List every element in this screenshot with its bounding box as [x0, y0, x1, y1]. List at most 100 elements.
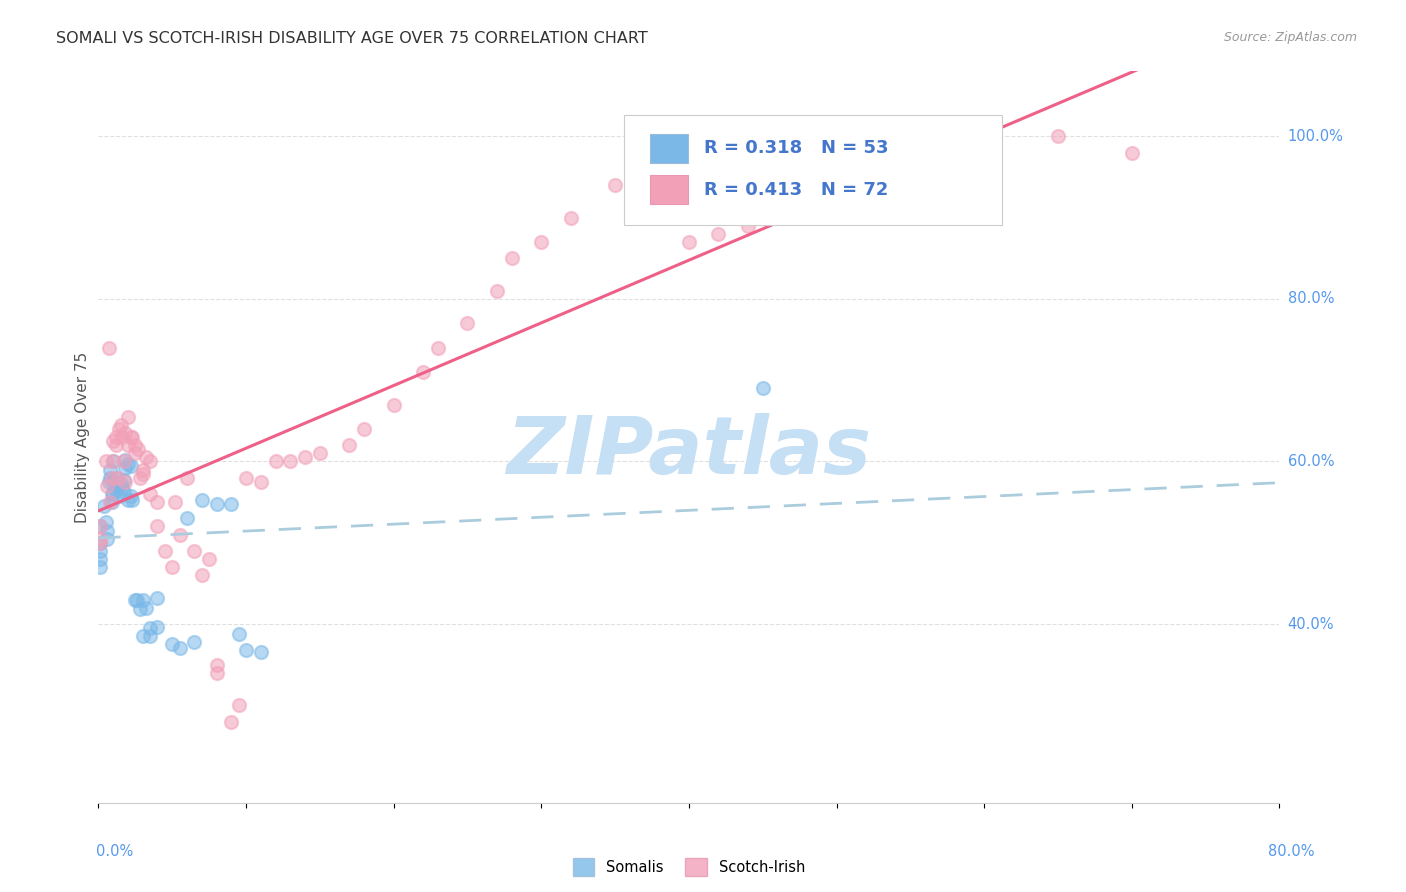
Point: [117, 457, 139, 471]
Y-axis label: Disability Age Over 75: Disability Age Over 75: [75, 351, 90, 523]
Point: [114, 475, 136, 489]
Point: [98, 462, 121, 476]
Point: [120, 458, 142, 473]
Point: [94, 516, 117, 530]
FancyBboxPatch shape: [650, 134, 688, 163]
Point: [105, 430, 128, 444]
Point: [89, 532, 111, 546]
Point: [94, 454, 117, 468]
Point: [176, 471, 198, 485]
Point: [93, 499, 115, 513]
Point: [128, 602, 150, 616]
Text: 80.0%: 80.0%: [1268, 845, 1315, 859]
Point: [112, 454, 135, 468]
Point: [139, 487, 162, 501]
Point: [146, 591, 169, 605]
Point: [250, 645, 273, 659]
Point: [110, 477, 132, 491]
Point: [117, 438, 139, 452]
Point: [221, 497, 243, 511]
Point: [1121, 145, 1143, 160]
Point: [165, 495, 187, 509]
Point: [97, 475, 120, 489]
Point: [114, 461, 136, 475]
Point: [103, 475, 125, 489]
Point: [121, 493, 143, 508]
Point: [146, 620, 169, 634]
Point: [132, 592, 155, 607]
FancyBboxPatch shape: [650, 175, 688, 204]
Point: [121, 430, 143, 444]
Point: [560, 211, 582, 225]
Point: [128, 471, 150, 485]
Point: [89, 560, 111, 574]
Point: [235, 643, 257, 657]
Point: [112, 485, 135, 500]
Point: [89, 544, 111, 558]
Point: [89, 535, 111, 549]
Legend: Somalis, Scotch-Irish: Somalis, Scotch-Irish: [565, 851, 813, 883]
Point: [120, 489, 142, 503]
Point: [124, 438, 146, 452]
Point: [111, 481, 134, 495]
Point: [132, 467, 155, 481]
Point: [105, 483, 128, 497]
Point: [501, 252, 523, 266]
Point: [96, 532, 118, 546]
Point: [114, 425, 136, 440]
Point: [98, 471, 121, 485]
Point: [176, 511, 198, 525]
Point: [132, 462, 155, 476]
Point: [139, 454, 162, 468]
Point: [132, 629, 155, 643]
Point: [146, 519, 169, 533]
Point: [235, 471, 257, 485]
Point: [89, 535, 111, 549]
Point: [353, 422, 375, 436]
Point: [309, 446, 332, 460]
Point: [228, 698, 250, 713]
Point: [127, 442, 149, 457]
Point: [169, 527, 191, 541]
Point: [103, 454, 125, 468]
Point: [737, 219, 759, 233]
Point: [205, 665, 228, 680]
Point: [124, 446, 146, 460]
Point: [752, 381, 775, 395]
Text: 60.0%: 60.0%: [1288, 454, 1334, 469]
Text: ZIPatlas: ZIPatlas: [506, 413, 872, 491]
Point: [183, 635, 205, 649]
Point: [339, 438, 361, 452]
Point: [427, 341, 450, 355]
Point: [108, 422, 131, 436]
Text: 100.0%: 100.0%: [1288, 128, 1344, 144]
Point: [183, 544, 205, 558]
Point: [146, 495, 169, 509]
Point: [112, 473, 135, 487]
Point: [228, 626, 250, 640]
Point: [198, 552, 221, 566]
Point: [97, 341, 120, 355]
Point: [111, 430, 134, 444]
Point: [707, 227, 730, 241]
Point: [191, 493, 214, 508]
Point: [530, 235, 553, 249]
Point: [120, 430, 142, 444]
Point: [250, 475, 273, 489]
Point: [124, 592, 146, 607]
Point: [96, 524, 118, 538]
Point: [98, 495, 121, 509]
Point: [153, 544, 176, 558]
Point: [457, 316, 479, 330]
Text: SOMALI VS SCOTCH-IRISH DISABILITY AGE OVER 75 CORRELATION CHART: SOMALI VS SCOTCH-IRISH DISABILITY AGE OV…: [56, 31, 648, 46]
Point: [169, 641, 191, 656]
Point: [412, 365, 434, 379]
Point: [110, 417, 132, 432]
Point: [100, 487, 122, 501]
Point: [135, 600, 157, 615]
Point: [605, 178, 627, 193]
Point: [103, 454, 125, 468]
Point: [103, 487, 125, 501]
Text: Source: ZipAtlas.com: Source: ZipAtlas.com: [1223, 31, 1357, 45]
Point: [900, 153, 922, 168]
